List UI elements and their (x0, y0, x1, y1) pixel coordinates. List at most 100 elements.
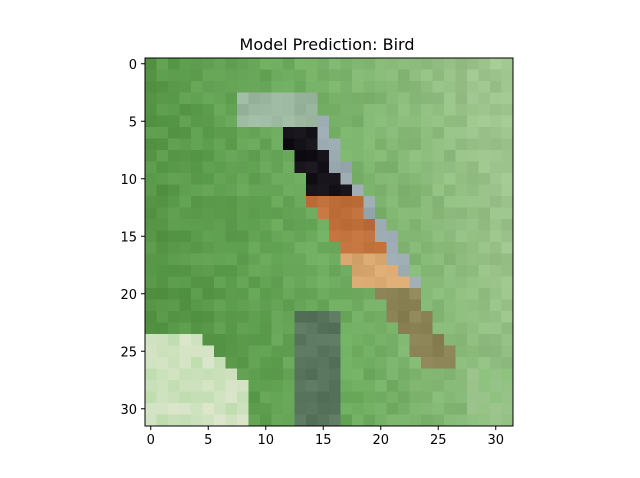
image-pixel (214, 173, 226, 185)
image-pixel (329, 311, 341, 323)
image-pixel (478, 391, 491, 404)
image-pixel (248, 92, 261, 105)
image-pixel (156, 104, 169, 116)
image-pixel (202, 299, 215, 312)
image-pixel (444, 92, 456, 105)
image-pixel (340, 414, 353, 427)
image-pixel (317, 265, 330, 277)
image-pixel (260, 403, 272, 415)
image-pixel (340, 196, 353, 208)
x-tick-label: 20 (372, 433, 389, 448)
image-pixel (398, 368, 410, 381)
image-pixel (421, 127, 433, 139)
image-pixel (501, 334, 514, 346)
image-pixel (248, 150, 261, 162)
image-pixel (363, 150, 376, 162)
image-pixel (490, 334, 502, 346)
image-pixel (432, 127, 445, 139)
image-pixel (352, 391, 364, 404)
image-pixel (467, 104, 479, 116)
image-pixel (398, 127, 410, 139)
image-pixel (398, 380, 410, 392)
image-pixel (329, 150, 341, 162)
image-pixel (179, 115, 192, 128)
image-pixel (145, 173, 157, 185)
image-pixel (156, 242, 169, 254)
image-pixel (306, 81, 318, 93)
image-pixel (340, 104, 353, 116)
image-pixel (214, 196, 226, 208)
x-tick-label: 15 (315, 433, 332, 448)
image-pixel (191, 345, 203, 358)
image-pixel (455, 345, 468, 358)
image-pixel (145, 357, 157, 369)
image-pixel (202, 334, 215, 346)
image-pixel (421, 184, 433, 197)
image-pixel (329, 288, 341, 300)
image-pixel (329, 184, 341, 197)
image-pixel (202, 380, 215, 392)
image-pixel (409, 207, 422, 220)
image-pixel (363, 414, 376, 427)
image-pixel (375, 345, 387, 358)
image-pixel (444, 334, 456, 346)
image-pixel (352, 253, 364, 266)
image-pixel (352, 357, 364, 369)
image-pixel (363, 92, 376, 105)
image-pixel (283, 334, 295, 346)
image-pixel (306, 127, 318, 139)
image-pixel (467, 403, 479, 415)
image-pixel (444, 196, 456, 208)
image-pixel (490, 115, 502, 128)
image-pixel (248, 299, 261, 312)
image-pixel (202, 69, 215, 82)
image-pixel (455, 92, 468, 105)
image-pixel (444, 357, 456, 369)
image-pixel (156, 161, 169, 174)
image-pixel (225, 345, 238, 358)
image-pixel (202, 345, 215, 358)
image-pixel (145, 299, 157, 312)
image-pixel (156, 207, 169, 220)
image-pixel (421, 345, 433, 358)
image-pixel (317, 357, 330, 369)
image-pixel (260, 276, 272, 289)
image-pixel (317, 219, 330, 231)
image-pixel (225, 276, 238, 289)
image-pixel (306, 391, 318, 404)
image-pixel (156, 127, 169, 139)
image-pixel (409, 311, 422, 323)
image-pixel (156, 357, 169, 369)
image-pixel (271, 391, 284, 404)
image-pixel (260, 414, 272, 427)
image-pixel (363, 207, 376, 220)
image-pixel (283, 414, 295, 427)
image-pixel (478, 265, 491, 277)
image-pixel (501, 276, 514, 289)
image-pixel (444, 115, 456, 128)
image-pixel (271, 299, 284, 312)
image-pixel (329, 219, 341, 231)
image-pixel (478, 58, 491, 70)
image-pixel (478, 368, 491, 381)
image-pixel (363, 161, 376, 174)
image-pixel (271, 138, 284, 151)
image-pixel (248, 138, 261, 151)
image-pixel (409, 127, 422, 139)
image-pixel (168, 230, 180, 243)
image-pixel (478, 104, 491, 116)
image-pixel (455, 391, 468, 404)
image-pixel (386, 391, 399, 404)
image-pixel (168, 104, 180, 116)
image-pixel (168, 207, 180, 220)
image-pixel (306, 311, 318, 323)
image-pixel (386, 92, 399, 105)
image-pixel (145, 150, 157, 162)
image-pixel (398, 299, 410, 312)
image-pixel (375, 138, 387, 151)
x-tick-label: 5 (204, 433, 212, 448)
image-pixel (283, 127, 295, 139)
image-pixel (156, 299, 169, 312)
image-pixel (237, 334, 249, 346)
image-pixel (317, 69, 330, 82)
